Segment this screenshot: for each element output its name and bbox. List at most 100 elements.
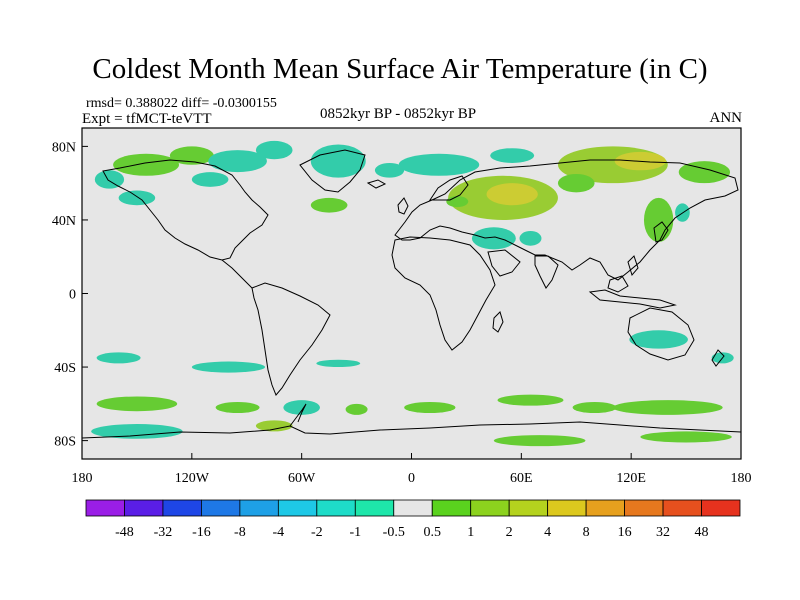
coastline-india bbox=[534, 255, 559, 289]
anomaly-region bbox=[94, 170, 125, 189]
anomaly-region bbox=[398, 153, 480, 176]
coastline-africa bbox=[391, 236, 496, 351]
colorbar-swatch bbox=[547, 499, 587, 517]
colorbar-label: -2 bbox=[311, 525, 323, 540]
colorbar-swatch bbox=[585, 499, 625, 517]
colorbar-swatch bbox=[162, 499, 202, 517]
map-title: Coldest Month Mean Surface Air Temperatu… bbox=[92, 53, 708, 85]
anomaly-region bbox=[629, 330, 688, 349]
coastline-antarctic-peninsula bbox=[289, 403, 307, 427]
anomaly-region bbox=[118, 190, 156, 206]
colorbar-swatch bbox=[239, 499, 279, 517]
anomaly-region bbox=[572, 401, 617, 414]
colorbar-label: -32 bbox=[154, 525, 173, 540]
coastline-great-britain bbox=[397, 197, 409, 215]
coastline-antarctica bbox=[81, 421, 742, 439]
colorbar-swatch bbox=[277, 499, 318, 517]
x-tick-label: 60E bbox=[510, 471, 533, 486]
colorbar-swatch bbox=[85, 499, 125, 517]
anomaly-region bbox=[191, 172, 229, 187]
colorbar-swatch bbox=[470, 499, 510, 517]
y-tick-label: 40S bbox=[54, 361, 76, 376]
x-tick-label: 180 bbox=[731, 471, 752, 486]
coastline-greenland bbox=[299, 149, 366, 193]
anomaly-region bbox=[316, 359, 361, 368]
colorbar-label: 48 bbox=[695, 525, 709, 540]
coastline-new-zealand bbox=[711, 349, 725, 367]
anomaly-region bbox=[490, 148, 535, 163]
coastline-arabia bbox=[487, 249, 521, 277]
y-tick-label: 80N bbox=[52, 140, 76, 155]
coastline-philippines bbox=[627, 255, 639, 277]
x-tick-label: 120E bbox=[616, 471, 646, 486]
anomaly-region bbox=[310, 144, 366, 178]
anomaly-region bbox=[612, 400, 723, 415]
longitude-axis: 180 120W 60W 0 60E 120E 180 bbox=[72, 453, 752, 486]
anomaly-region bbox=[208, 150, 267, 173]
colorbar-swatch bbox=[701, 499, 741, 517]
experiment-label: Expt = tfMCT-teVTT bbox=[82, 111, 212, 127]
coastline-eurasia bbox=[394, 159, 739, 281]
y-tick-label: 40N bbox=[52, 214, 76, 229]
colorbar-swatch bbox=[354, 499, 395, 517]
anomaly-region bbox=[404, 401, 456, 414]
anomaly-region bbox=[374, 162, 405, 178]
colorbar-label: -8 bbox=[234, 525, 246, 540]
rmsd-diff-stats: rmsd= 0.388022 diff= -0.0300155 bbox=[86, 96, 277, 111]
anomaly-region bbox=[557, 173, 595, 193]
colorbar-swatch bbox=[624, 499, 664, 517]
colorbar-swatch bbox=[431, 499, 472, 517]
anomaly-region bbox=[96, 396, 178, 412]
colorbar-label: 0.5 bbox=[423, 525, 441, 540]
y-tick-label: 0 bbox=[69, 288, 76, 303]
anomaly-region bbox=[643, 197, 674, 243]
anomaly-region bbox=[678, 161, 731, 184]
colorbar-swatch bbox=[508, 499, 549, 517]
colorbar-label: -0.5 bbox=[383, 525, 405, 540]
colorbar-label: 32 bbox=[656, 525, 670, 540]
anomaly-region bbox=[169, 146, 214, 165]
colorbar-swatch bbox=[124, 499, 164, 517]
anomaly-region bbox=[255, 420, 293, 432]
season-label: ANN bbox=[709, 110, 743, 126]
anomaly-region bbox=[113, 153, 180, 176]
colorbar-label: 4 bbox=[544, 525, 551, 540]
coastline-indonesia bbox=[588, 289, 677, 309]
colorbar-label: 16 bbox=[618, 525, 632, 540]
anomaly-region bbox=[96, 352, 141, 364]
anomaly-region bbox=[283, 400, 320, 415]
anomaly-region bbox=[91, 424, 183, 439]
anomaly-region bbox=[310, 197, 348, 213]
colorbar-label: 2 bbox=[506, 525, 513, 540]
anomaly-region bbox=[191, 361, 266, 373]
coastlines bbox=[81, 149, 742, 439]
colorbar-label: 8 bbox=[583, 525, 590, 540]
anomaly-region bbox=[215, 401, 260, 414]
anomaly-region bbox=[255, 140, 293, 160]
colorbar-label: -4 bbox=[273, 525, 285, 540]
colorbar-swatch bbox=[316, 499, 356, 517]
coastline-japan bbox=[653, 221, 669, 243]
colorbar-label: -1 bbox=[349, 525, 361, 540]
colorbar-swatch bbox=[662, 499, 702, 517]
x-tick-label: 60W bbox=[288, 471, 316, 486]
colorbar-swatch bbox=[393, 499, 433, 517]
coastline-borneo bbox=[607, 275, 629, 293]
latitude-axis: 80N 40N 0 40S 80S bbox=[52, 140, 88, 450]
x-tick-label: 0 bbox=[408, 471, 415, 486]
anomaly-region bbox=[493, 435, 586, 447]
anomaly-region bbox=[345, 403, 368, 415]
x-tick-label: 120W bbox=[175, 471, 210, 486]
coastline-australia bbox=[627, 307, 695, 361]
colorbar-label: -48 bbox=[115, 525, 134, 540]
anomaly-region bbox=[519, 230, 542, 246]
anomaly-region bbox=[640, 431, 732, 443]
colorbar-label: 1 bbox=[467, 525, 474, 540]
anomaly-region bbox=[486, 183, 538, 206]
anomaly-region bbox=[471, 227, 516, 250]
anomaly-shading bbox=[91, 140, 734, 447]
period-label: 0852kyr BP - 0852kyr BP bbox=[320, 106, 477, 122]
coastline-north-america bbox=[102, 159, 269, 261]
colorbar-swatch bbox=[201, 499, 241, 517]
